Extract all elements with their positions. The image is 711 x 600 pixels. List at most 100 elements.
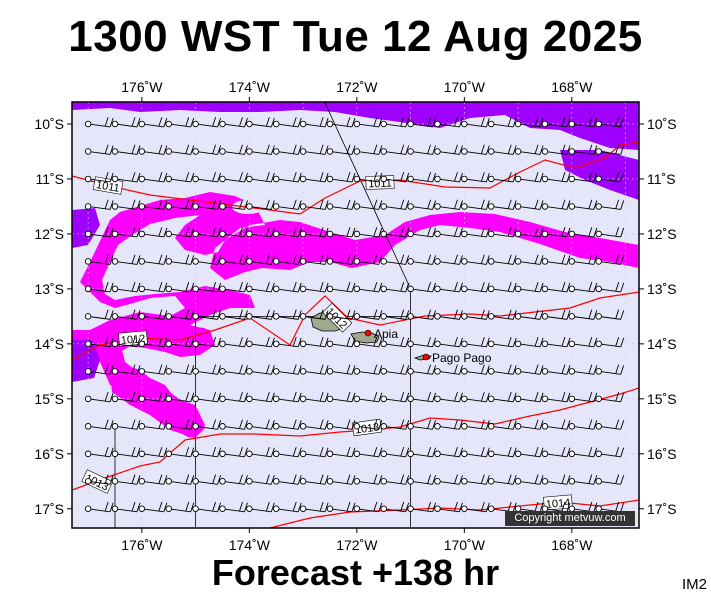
- wind-barb: [595, 117, 625, 128]
- wind-barb: [461, 337, 490, 348]
- wind-barb: [272, 364, 302, 375]
- wind-barb: [84, 254, 114, 265]
- wind-barb: [461, 117, 490, 128]
- wind-barb: [353, 337, 383, 348]
- lat-tick-label-right: 15˚S: [647, 391, 677, 407]
- wind-barb: [165, 172, 195, 183]
- wind-barb: [407, 309, 437, 320]
- wind-barb: [487, 474, 517, 485]
- svg-text:1014: 1014: [545, 497, 570, 511]
- wind-barb: [192, 391, 222, 403]
- wind-barb: [111, 117, 141, 128]
- wind-barb: [299, 337, 329, 348]
- lat-tick-label-left: 16˚S: [34, 446, 64, 462]
- wind-barb: [595, 474, 625, 485]
- wind-barb: [165, 501, 195, 513]
- lat-tick-label-right: 16˚S: [647, 446, 677, 462]
- wind-barb: [487, 282, 517, 293]
- wind-barb: [165, 254, 195, 265]
- wind-barb: [326, 309, 356, 320]
- wind-barb: [434, 199, 463, 210]
- wind-barb: [326, 172, 356, 183]
- wind-barb: [434, 391, 463, 403]
- wind-barb: [326, 227, 356, 238]
- wind-barb: [138, 474, 168, 485]
- wind-barb: [461, 501, 490, 513]
- wind-barb: [138, 446, 168, 458]
- wind-barb: [487, 199, 517, 210]
- wind-barb: [272, 309, 302, 320]
- wind-barb: [514, 282, 544, 293]
- wind-barb: [219, 199, 248, 210]
- wind-barb: [514, 446, 544, 458]
- wind-barb: [84, 364, 114, 375]
- wind-barb: [84, 501, 114, 513]
- lat-tick-label-right: 10˚S: [647, 116, 677, 132]
- wind-barb: [272, 391, 302, 403]
- wind-barb: [299, 199, 329, 210]
- wind-barb: [461, 309, 490, 320]
- wind-barb: [380, 254, 410, 265]
- wind-barb: [192, 474, 222, 485]
- wind-barb: [568, 474, 598, 485]
- wind-barb: [353, 282, 383, 293]
- wind-barb: [353, 117, 383, 128]
- wind-barb: [138, 391, 168, 403]
- wind-barb: [246, 501, 275, 513]
- wind-barb: [84, 282, 114, 293]
- wind-barb: [541, 419, 571, 430]
- wind-barb: [407, 474, 437, 485]
- wind-barb: [487, 364, 517, 375]
- wind-barb: [380, 144, 410, 155]
- wind-barb: [595, 254, 625, 265]
- wind-barb: [380, 172, 410, 183]
- wind-barb: [111, 144, 141, 155]
- wind-barb: [514, 419, 544, 430]
- wind-barb: [219, 144, 248, 155]
- lon-tick-label-bottom: 168˚W: [551, 537, 593, 553]
- wind-barb: [595, 144, 625, 155]
- wind-barb: [299, 309, 329, 320]
- wind-barb: [434, 474, 463, 485]
- wind-barb: [434, 282, 463, 293]
- wind-barb: [595, 419, 625, 430]
- wind-barb: [541, 446, 571, 458]
- wind-barb: [541, 391, 571, 403]
- wind-barb: [192, 309, 222, 320]
- wind-barb: [407, 199, 437, 210]
- wind-barb: [461, 227, 490, 238]
- wind-barb: [514, 172, 544, 183]
- wind-barb: [165, 337, 195, 348]
- wind-barb: [514, 309, 544, 320]
- place-apia: Apia: [364, 327, 398, 341]
- wind-barb: [407, 419, 437, 430]
- purple-wind-patch: [72, 340, 100, 382]
- wind-barb: [192, 172, 222, 183]
- wind-barb: [595, 282, 625, 293]
- wind-barb: [353, 501, 383, 513]
- wind-barb: [192, 199, 222, 210]
- wind-barb: [165, 227, 195, 238]
- wind-barb: [299, 144, 329, 155]
- lon-tick-label-top: 170˚W: [444, 79, 486, 95]
- wind-barb: [407, 282, 437, 293]
- wind-barb: [272, 282, 302, 293]
- wind-barb: [246, 309, 275, 320]
- wind-barb: [514, 337, 544, 348]
- wind-barb: [595, 199, 625, 210]
- wind-barb: [165, 199, 195, 210]
- wind-barb: [246, 254, 275, 265]
- wind-barb: [272, 501, 302, 513]
- wind-barb: [272, 144, 302, 155]
- lat-tick-label-right: 13˚S: [647, 281, 677, 297]
- wind-barb: [407, 254, 437, 265]
- wind-barb: [246, 117, 275, 128]
- wind-barb: [84, 117, 114, 128]
- wind-barb: [514, 364, 544, 375]
- wind-barb: [246, 199, 275, 210]
- wind-barb: [434, 172, 463, 183]
- wind-barb: [192, 282, 222, 293]
- wind-barb: [326, 254, 356, 265]
- wind-barb: [219, 474, 248, 485]
- wind-barb: [299, 391, 329, 403]
